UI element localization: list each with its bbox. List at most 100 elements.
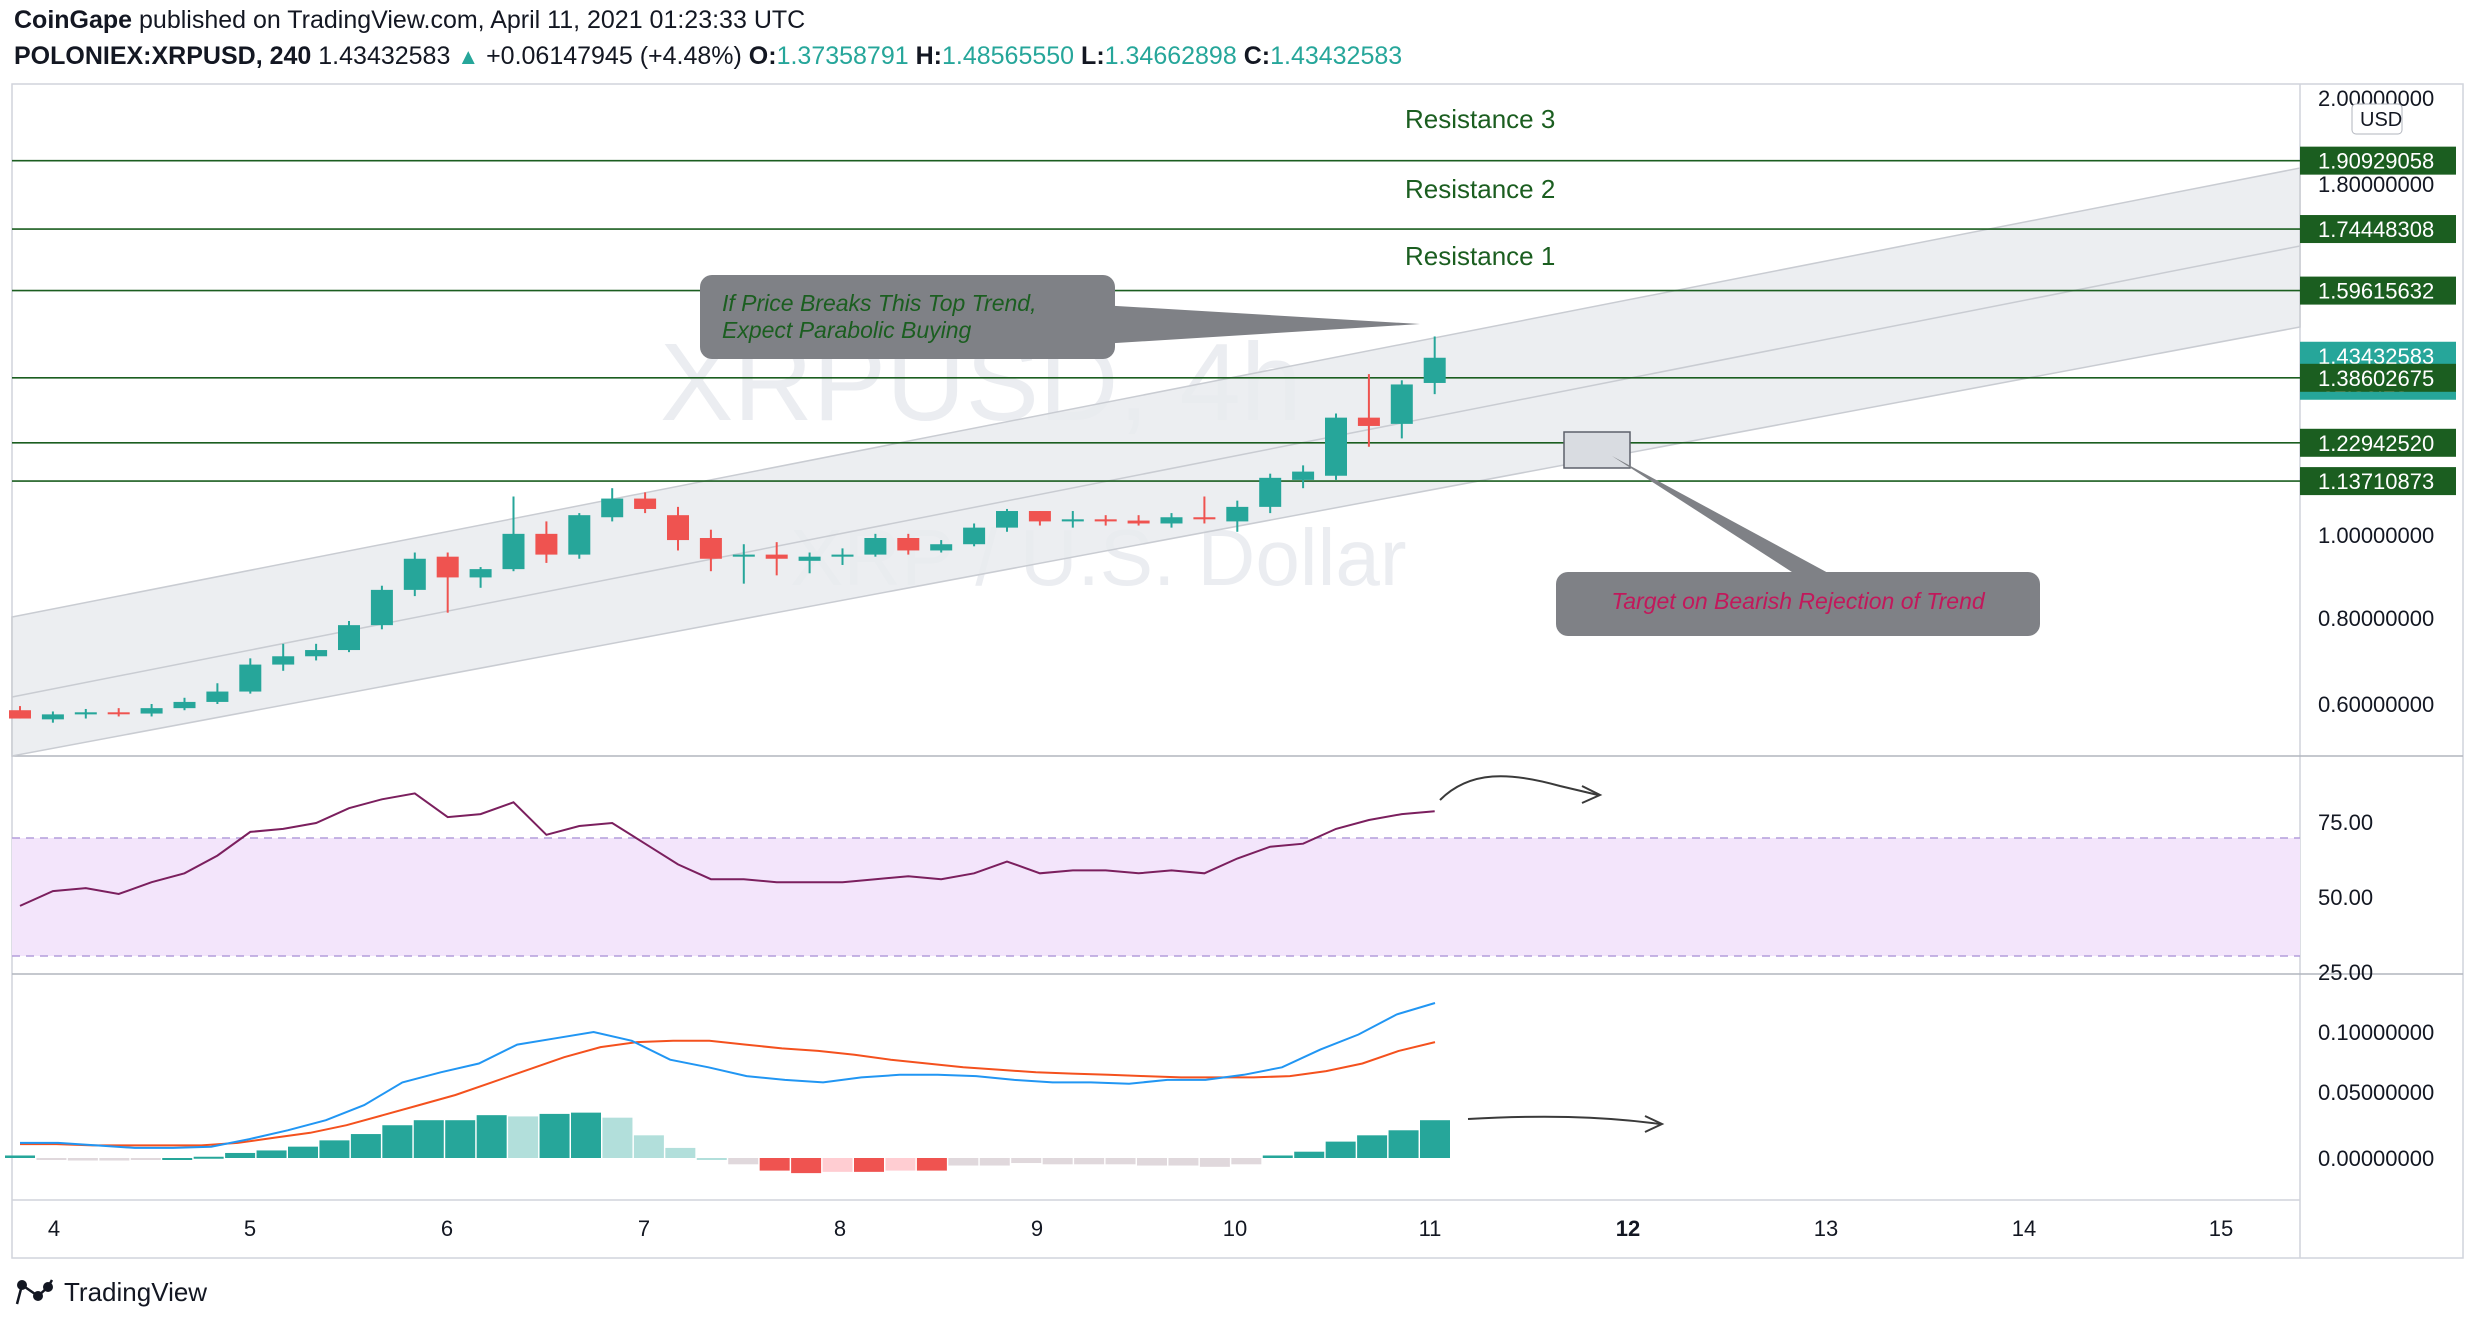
candles[interactable] xyxy=(9,336,1446,723)
candle-body[interactable] xyxy=(1292,471,1315,480)
histogram-bar xyxy=(696,1158,727,1160)
candle-body[interactable] xyxy=(568,515,591,555)
candle-body[interactable] xyxy=(1357,417,1380,426)
candle-body[interactable] xyxy=(469,569,492,578)
time-axis[interactable]: 4 5 6 7 8 9 10 11 12 13 14 15 xyxy=(48,1216,2233,1241)
candle-body[interactable] xyxy=(9,710,31,719)
rsi-band xyxy=(12,838,2300,956)
price-label-box xyxy=(2300,467,2456,496)
time-label: 9 xyxy=(1031,1216,1043,1241)
resistance-3-label[interactable]: Resistance 3 xyxy=(1405,104,1555,134)
candle-body[interactable] xyxy=(502,533,525,570)
candle-body[interactable] xyxy=(403,558,426,590)
histogram-bar xyxy=(350,1134,381,1158)
histogram-bar xyxy=(382,1125,413,1158)
candle-body[interactable] xyxy=(1094,519,1117,522)
candle-body[interactable] xyxy=(436,556,459,578)
candle-body[interactable] xyxy=(107,712,130,715)
histogram-bar xyxy=(822,1158,853,1172)
candle-body[interactable] xyxy=(140,708,163,714)
interval[interactable]: 240 xyxy=(269,42,312,70)
candle-body[interactable] xyxy=(1061,519,1084,522)
price-axis[interactable]: 2.00000000 1.80000000 1.00000000 0.80000… xyxy=(2318,86,2434,717)
candle-body[interactable] xyxy=(1028,511,1051,522)
publisher-name: CoinGape xyxy=(14,6,133,34)
candle-body[interactable] xyxy=(173,701,196,709)
last-price: 1.43432583 xyxy=(318,42,451,70)
candle-body[interactable] xyxy=(41,714,64,720)
candle-body[interactable] xyxy=(601,498,624,518)
histogram-bar xyxy=(759,1158,790,1171)
candle-body[interactable] xyxy=(1390,384,1413,424)
candle-body[interactable] xyxy=(1127,520,1150,524)
candle-body[interactable] xyxy=(667,515,689,541)
candle-body[interactable] xyxy=(930,544,953,551)
macd-signal-line[interactable] xyxy=(20,1039,1436,1147)
macd-arrow-drawing[interactable] xyxy=(1467,1115,1661,1125)
histogram-bar xyxy=(508,1116,539,1158)
candle-body[interactable] xyxy=(305,650,328,657)
rsi-line[interactable] xyxy=(19,792,1435,907)
currency-badge[interactable]: USD xyxy=(2351,103,2403,135)
candle-body[interactable] xyxy=(1325,417,1347,476)
time-label: 7 xyxy=(638,1216,650,1241)
callout-bottom[interactable]: Target on Bearish Rejection of Trend xyxy=(1556,456,2040,636)
candle-body[interactable] xyxy=(1423,357,1446,383)
histogram-bar xyxy=(1231,1158,1262,1165)
candle-body[interactable] xyxy=(963,527,986,545)
price-label-box xyxy=(2300,276,2456,305)
price-tick: 0.60000000 xyxy=(2318,692,2434,717)
candle-body[interactable] xyxy=(206,691,229,702)
callout-top-pointer xyxy=(1100,305,1420,344)
candle-body[interactable] xyxy=(1259,477,1282,507)
resistance-1-label[interactable]: Resistance 1 xyxy=(1405,241,1555,271)
candle-body[interactable] xyxy=(831,554,854,557)
candle-body[interactable] xyxy=(535,533,558,555)
macd-arrow-head xyxy=(1644,1115,1665,1133)
candle-body[interactable] xyxy=(74,712,97,715)
target-zone[interactable] xyxy=(1563,431,1631,469)
candle-body[interactable] xyxy=(1160,517,1183,524)
candle-body[interactable] xyxy=(272,656,295,665)
tradingview-logo[interactable]: TradingView xyxy=(14,1276,207,1308)
candle-body[interactable] xyxy=(370,589,393,626)
macd-axis[interactable]: 0.10000000 0.05000000 0.00000000 xyxy=(2318,1020,2434,1171)
callout-top[interactable]: If Price Breaks This Top Trend, Expect P… xyxy=(700,275,1420,359)
candle-body[interactable] xyxy=(634,498,657,509)
candle-body[interactable] xyxy=(1193,517,1216,520)
histogram-bar xyxy=(948,1158,979,1166)
price-label: 1.13710873 xyxy=(2318,469,2434,494)
histogram-bar xyxy=(633,1135,664,1158)
rsi-axis[interactable]: 75.00 50.00 25.00 xyxy=(2318,810,2373,985)
candle-body[interactable] xyxy=(732,554,755,557)
candle-body[interactable] xyxy=(996,511,1018,528)
histogram-bar xyxy=(885,1158,916,1171)
histogram-bar xyxy=(1105,1158,1136,1165)
histogram-bar xyxy=(1042,1158,1073,1165)
candle-body[interactable] xyxy=(798,556,821,561)
candle-body[interactable] xyxy=(765,554,788,559)
trend-channel[interactable] xyxy=(11,167,2301,757)
low-value: 1.34662898 xyxy=(1104,42,1237,70)
callout-bottom-text: Target on Bearish Rejection of Trend xyxy=(1611,588,1986,614)
candle-body[interactable] xyxy=(699,538,722,559)
histogram-bar xyxy=(130,1158,161,1160)
candle-body[interactable] xyxy=(239,664,262,692)
histogram-bar xyxy=(916,1158,947,1171)
candle-body[interactable] xyxy=(897,538,920,551)
time-label: 11 xyxy=(1419,1216,1442,1241)
price-label: 1.59615632 xyxy=(2318,279,2434,304)
rsi-arrow-drawing[interactable] xyxy=(1439,775,1599,801)
histogram-bar xyxy=(1357,1135,1388,1158)
macd-histogram[interactable] xyxy=(5,1112,1450,1174)
candle-body[interactable] xyxy=(338,625,360,651)
candle-body[interactable] xyxy=(864,538,887,555)
macd-line[interactable] xyxy=(20,1002,1436,1149)
symbol-name[interactable]: POLONIEX:XRPUSD xyxy=(14,42,256,70)
candle-body[interactable] xyxy=(1226,506,1249,522)
histogram-bar xyxy=(1325,1141,1356,1158)
resistance-2-label[interactable]: Resistance 2 xyxy=(1405,174,1555,204)
up-arrow-icon: ▲ xyxy=(457,44,480,69)
callout-bottom-box xyxy=(1556,572,2040,636)
